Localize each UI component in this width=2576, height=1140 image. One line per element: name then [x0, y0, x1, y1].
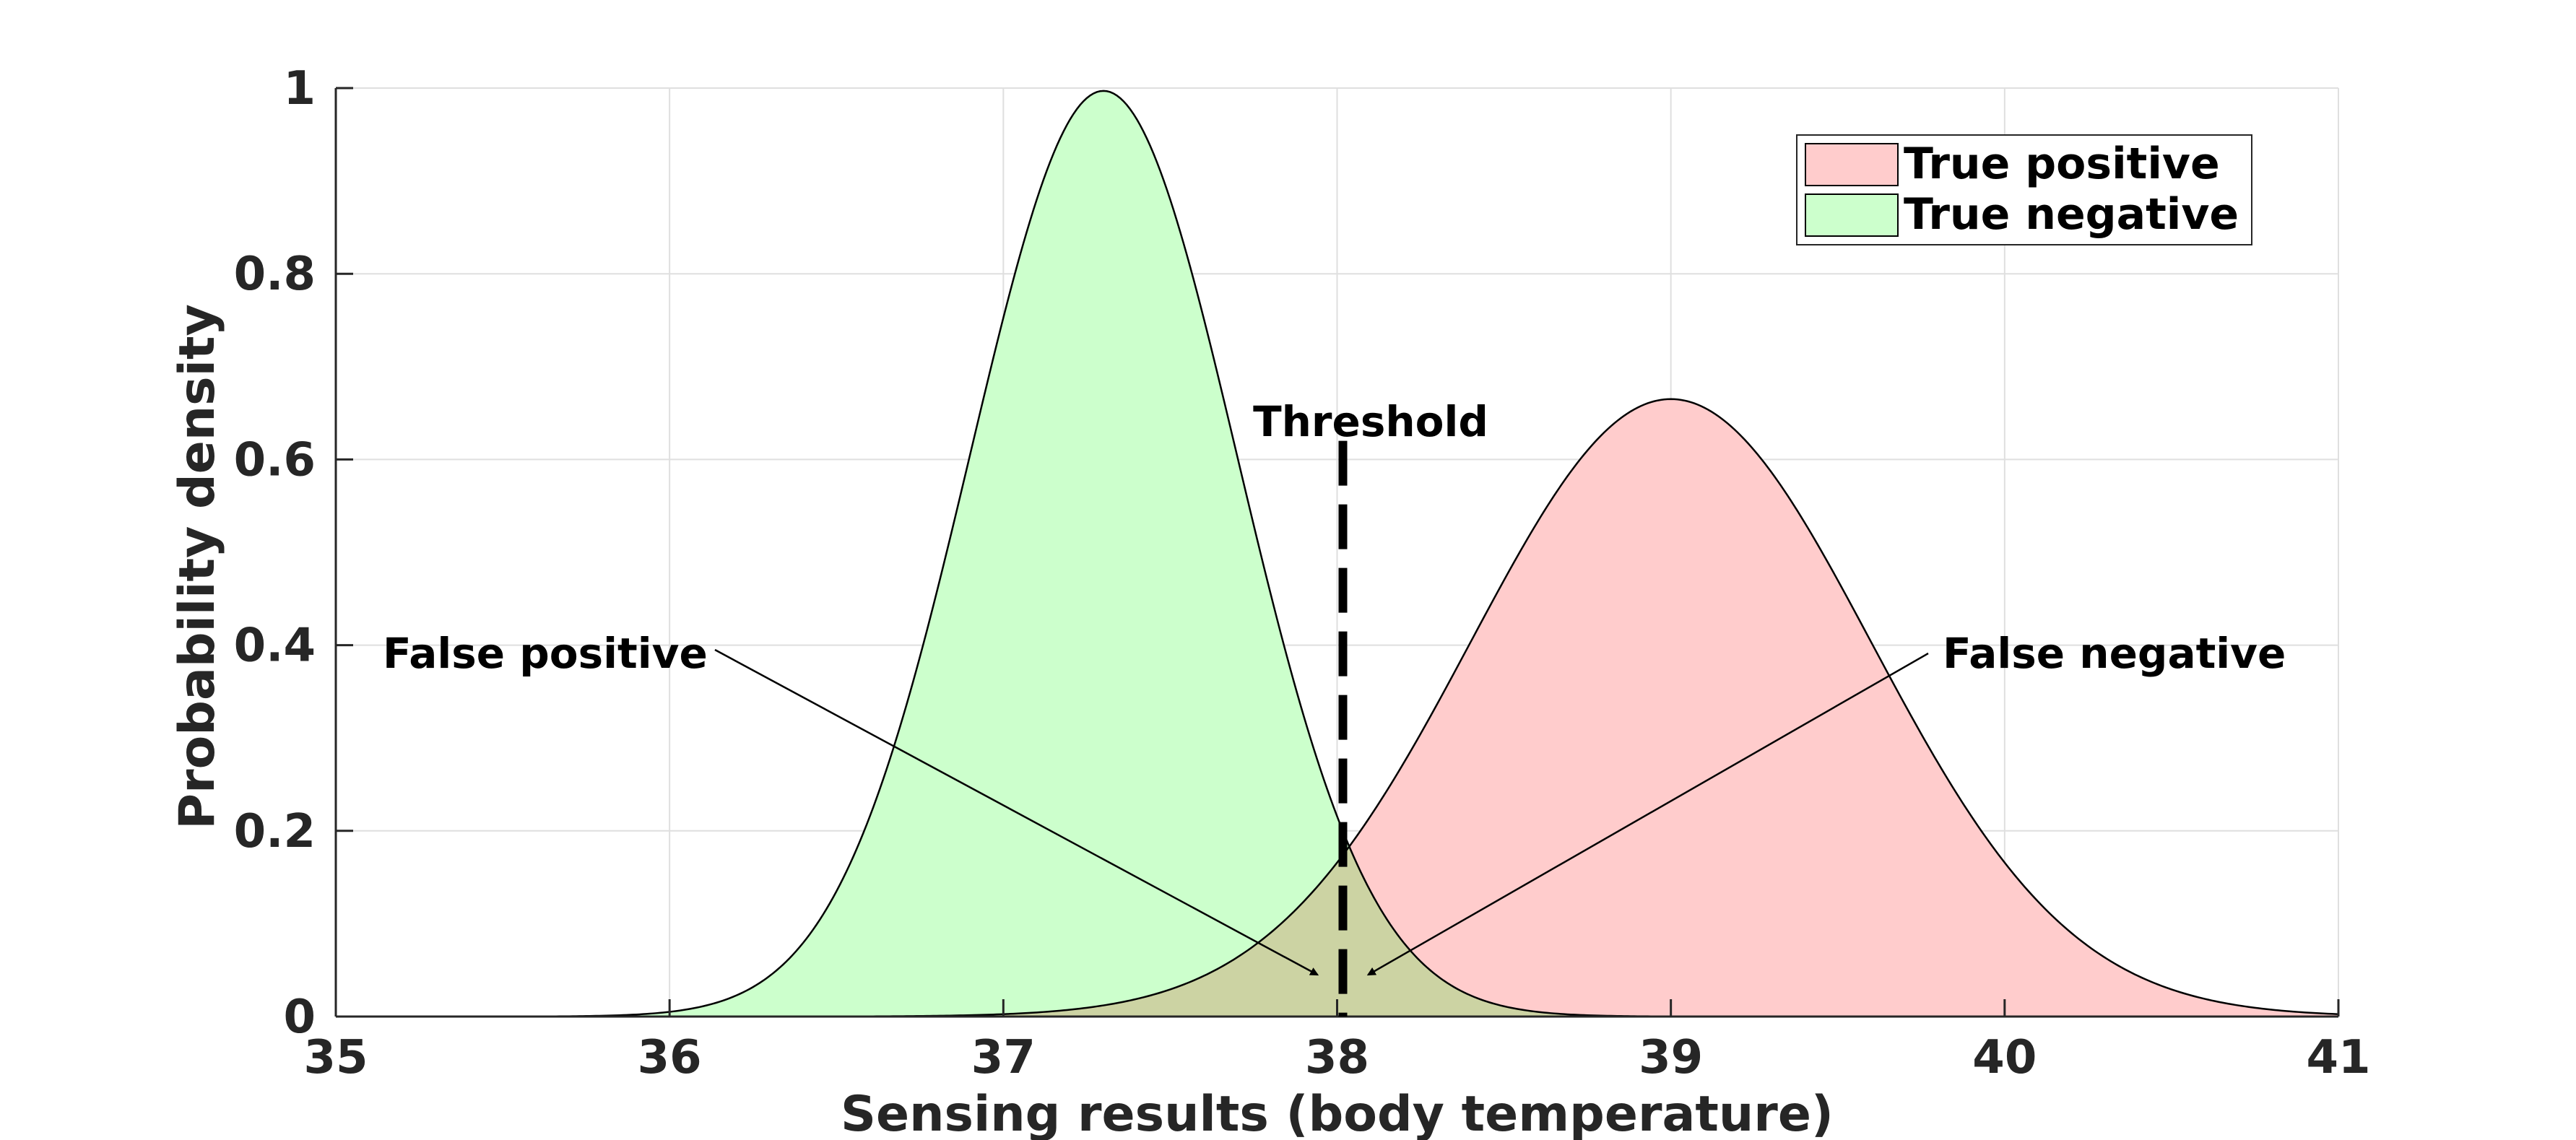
overlap-area [336, 849, 2338, 1017]
true-positive-area [336, 399, 2338, 1017]
legend-swatch [1805, 143, 1899, 186]
y-tick-label: 0.4 [234, 619, 316, 673]
x-tick-label: 40 [1972, 1031, 2037, 1084]
legend-label: True negative [1904, 189, 2239, 240]
true-negative-area [336, 90, 2338, 1017]
x-tick-label: 36 [638, 1031, 702, 1084]
y-tick-label: 0.8 [234, 248, 316, 301]
false-negative-label: False negative [1943, 629, 2286, 678]
x-tick-label: 39 [1639, 1031, 1703, 1084]
y-tick-label: 0 [283, 991, 316, 1044]
false-positive-arrow [714, 648, 1319, 976]
threshold: Threshold [1253, 397, 1488, 1017]
y-axis-title: Probability density [169, 304, 226, 830]
x-tick-label: 38 [1305, 1031, 1369, 1084]
false-negative-arrow [1366, 652, 1929, 976]
y-tick-label: 0.2 [234, 805, 316, 858]
x-tick-label: 35 [303, 1031, 368, 1084]
x-tick-label: 41 [2306, 1031, 2370, 1084]
legend-label: True positive [1904, 139, 2220, 189]
x-tick-label: 37 [971, 1031, 1036, 1084]
threshold-label: Threshold [1253, 397, 1488, 446]
x-axis-title: Sensing results (body temperature) [841, 1086, 1834, 1140]
y-tick-label: 0.6 [234, 433, 316, 487]
y-tick-label: 1 [283, 62, 316, 116]
false-positive-label: False positive [383, 629, 708, 678]
legend-swatch [1805, 193, 1899, 237]
grid [336, 87, 2339, 1017]
axes: 35 36 37 38 39 40 41 0 0.2 0.4 0.6 0.8 1 [234, 62, 2371, 1084]
annotations: False positive False negative [383, 629, 2286, 976]
